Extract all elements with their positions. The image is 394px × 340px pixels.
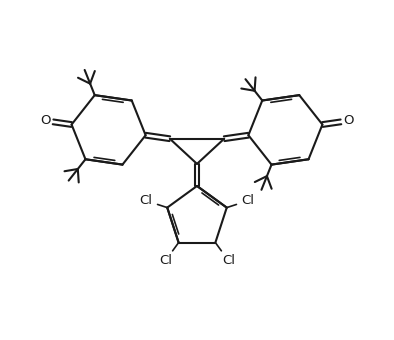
- Text: Cl: Cl: [222, 254, 235, 267]
- Text: Cl: Cl: [241, 194, 254, 207]
- Text: Cl: Cl: [140, 194, 153, 207]
- Text: O: O: [344, 114, 354, 127]
- Text: Cl: Cl: [159, 254, 172, 267]
- Text: O: O: [40, 114, 50, 127]
